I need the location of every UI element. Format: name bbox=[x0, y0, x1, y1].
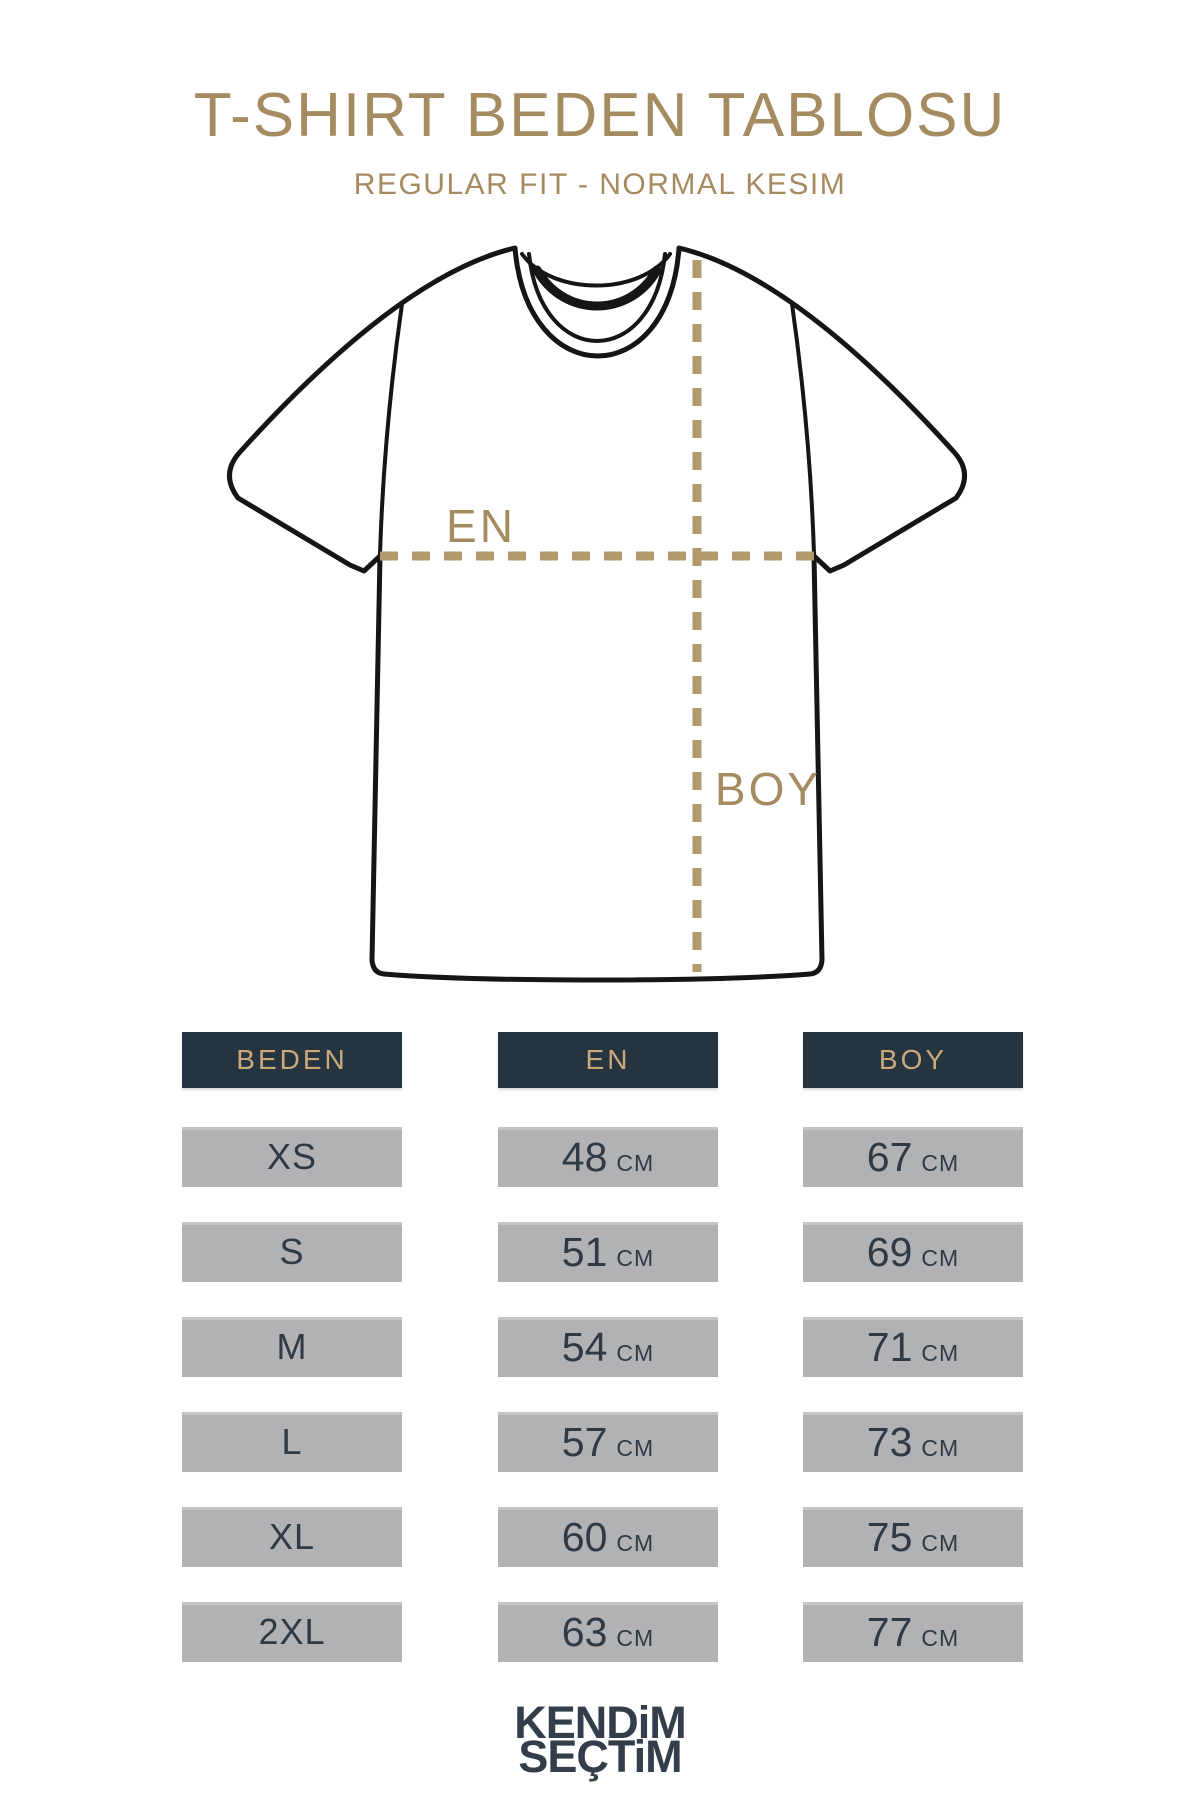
header-label: EN bbox=[585, 1044, 631, 1075]
length-value: 71 bbox=[866, 1323, 913, 1370]
brand-logo: KENDiM SEÇTiM bbox=[0, 1697, 1200, 1782]
width-value-cell: 48 CM bbox=[498, 1127, 718, 1187]
size-table-body: XS 48 CM 67 CM S 51 CM 69 bbox=[0, 1127, 1200, 1767]
page-subtitle: REGULAR FIT - NORMAL KESIM bbox=[353, 168, 847, 201]
width-value: 51 bbox=[561, 1228, 608, 1275]
header-cell-en: EN bbox=[498, 1032, 718, 1088]
width-value: 63 bbox=[561, 1608, 608, 1655]
length-value-cell: 75 CM bbox=[803, 1507, 1023, 1567]
width-label: EN bbox=[446, 500, 516, 552]
header-cell-boy: BOY bbox=[803, 1032, 1023, 1088]
collar-rib-inner-line bbox=[527, 252, 667, 343]
width-unit: CM bbox=[616, 1244, 655, 1271]
table-row: XS 48 CM 67 CM bbox=[0, 1127, 1200, 1187]
table-row: L 57 CM 73 CM bbox=[0, 1412, 1200, 1472]
length-label: BOY bbox=[715, 763, 821, 815]
sleeve-seam-left bbox=[378, 302, 404, 556]
width-value-cell: 57 CM bbox=[498, 1412, 718, 1472]
length-unit: CM bbox=[921, 1149, 960, 1176]
tshirt-diagram: EN BOY bbox=[227, 245, 967, 983]
width-unit: CM bbox=[616, 1624, 655, 1651]
sleeve-seam-right bbox=[790, 302, 816, 556]
size-label: M bbox=[276, 1326, 308, 1367]
width-value-cell: 60 CM bbox=[498, 1507, 718, 1567]
length-unit: CM bbox=[921, 1244, 960, 1271]
size-cell: L bbox=[182, 1412, 402, 1472]
length-value-cell: 77 CM bbox=[803, 1602, 1023, 1662]
brand-logo-line1: KENDiM bbox=[514, 1697, 687, 1748]
table-row: M 54 CM 71 CM bbox=[0, 1317, 1200, 1377]
size-label: XS bbox=[266, 1136, 318, 1177]
size-cell: XS bbox=[182, 1127, 402, 1187]
collar-shadow-line bbox=[532, 265, 662, 311]
width-value: 60 bbox=[561, 1513, 608, 1560]
length-value-cell: 71 CM bbox=[803, 1317, 1023, 1377]
table-row: S 51 CM 69 CM bbox=[0, 1222, 1200, 1282]
length-value-cell: 69 CM bbox=[803, 1222, 1023, 1282]
length-unit: CM bbox=[921, 1624, 960, 1651]
size-label: 2XL bbox=[258, 1611, 326, 1652]
tshirt-outline bbox=[227, 245, 967, 983]
length-value-cell: 73 CM bbox=[803, 1412, 1023, 1472]
size-cell: XL bbox=[182, 1507, 402, 1567]
width-value: 54 bbox=[561, 1323, 608, 1370]
size-label: L bbox=[281, 1421, 303, 1462]
size-cell: S bbox=[182, 1222, 402, 1282]
length-value: 75 bbox=[866, 1513, 913, 1560]
length-value: 73 bbox=[866, 1418, 913, 1465]
width-unit: CM bbox=[616, 1149, 655, 1176]
length-value-cell: 67 CM bbox=[803, 1127, 1023, 1187]
size-label: S bbox=[279, 1231, 305, 1272]
width-value-cell: 51 CM bbox=[498, 1222, 718, 1282]
length-value: 69 bbox=[866, 1228, 913, 1275]
length-value: 77 bbox=[866, 1608, 913, 1655]
size-label: XL bbox=[268, 1516, 316, 1557]
width-value: 48 bbox=[561, 1133, 608, 1180]
table-row: 2XL 63 CM 77 CM bbox=[0, 1602, 1200, 1662]
length-unit: CM bbox=[921, 1434, 960, 1461]
size-cell: 2XL bbox=[182, 1602, 402, 1662]
header-cell-beden: BEDEN bbox=[182, 1032, 402, 1088]
header-label: BEDEN bbox=[236, 1044, 348, 1075]
width-value-cell: 63 CM bbox=[498, 1602, 718, 1662]
width-unit: CM bbox=[616, 1434, 655, 1461]
page-title: T-SHIRT BEDEN TABLOSU bbox=[193, 81, 1007, 150]
length-value: 67 bbox=[866, 1133, 913, 1180]
width-unit: CM bbox=[616, 1529, 655, 1556]
size-cell: M bbox=[182, 1317, 402, 1377]
table-row: XL 60 CM 75 CM bbox=[0, 1507, 1200, 1567]
width-value: 57 bbox=[561, 1418, 608, 1465]
width-value-cell: 54 CM bbox=[498, 1317, 718, 1377]
length-unit: CM bbox=[921, 1529, 960, 1556]
header-label: BOY bbox=[878, 1044, 948, 1075]
brand-logo-line2: SEÇTiM bbox=[518, 1731, 682, 1782]
width-unit: CM bbox=[616, 1339, 655, 1366]
length-unit: CM bbox=[921, 1339, 960, 1366]
